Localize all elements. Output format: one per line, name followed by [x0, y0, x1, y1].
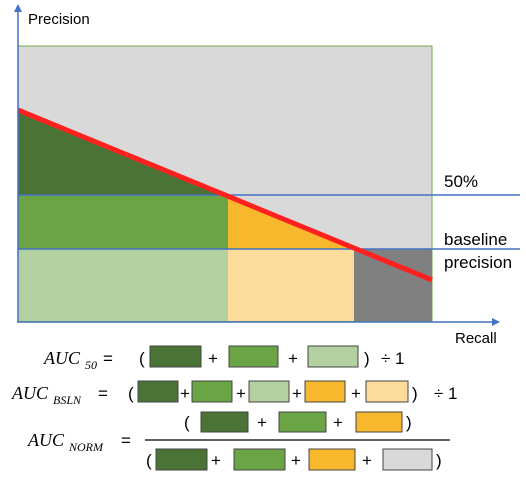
aucbsln-light-orange-box	[365, 380, 409, 403]
aucnorm-den-plus-1: +	[211, 451, 221, 470]
aucnorm-num-plus-2: +	[333, 413, 343, 432]
below-baseline-gray-region	[354, 249, 432, 321]
aucbsln-orange-box	[304, 380, 346, 403]
precision-recall-line	[17, 107, 433, 283]
below-baseline-light-orange-region	[228, 249, 354, 321]
aucnorm-den-plus-2: +	[291, 451, 301, 470]
aucbsln-plus-2: +	[236, 384, 246, 403]
auc50-divide: ÷ 1	[381, 349, 405, 368]
aucbsln-equals: =	[98, 384, 108, 403]
auc50-equals: =	[103, 349, 113, 368]
auc50-light-green-box	[307, 345, 359, 368]
x-axis-label: Recall	[455, 330, 497, 347]
y-axis-label: Precision	[28, 11, 90, 28]
aucnorm-num-open-paren: (	[184, 413, 190, 432]
fifty-percent-label: 50%	[444, 172, 478, 191]
aucnorm-num-orange-box	[355, 411, 403, 433]
baseline-label-line1: baseline	[444, 230, 507, 249]
aucbsln-formula: AUC BSLN = ( + + + + ) ÷ 1	[11, 380, 458, 407]
aucnorm-equals: =	[121, 431, 131, 450]
mid-green-region	[18, 195, 228, 249]
aucnorm-den-light-gray-box	[382, 448, 433, 471]
aucnorm-den-dark-green-box	[155, 448, 208, 471]
aucnorm-den-mid-green-box	[233, 448, 286, 471]
aucbsln-plus-4: +	[351, 384, 361, 403]
aucbsln-plus-1: +	[180, 384, 190, 403]
aucnorm-lhs: AUC	[27, 430, 65, 450]
baseline-label-line2: precision	[444, 253, 512, 272]
aucbsln-lhs: AUC	[11, 383, 49, 403]
auc50-dark-green-box	[149, 345, 202, 368]
below-baseline-light-green-region	[18, 249, 228, 321]
aucbsln-open-paren: (	[128, 384, 134, 403]
aucnorm-num-dark-green-box	[200, 411, 249, 433]
aucbsln-close-paren: )	[412, 384, 418, 403]
y-axis-arrow-icon	[14, 4, 22, 12]
auc50-close-paren: )	[364, 349, 370, 368]
auc50-lhs-sub: 50	[85, 358, 97, 372]
aucbsln-light-green-box	[248, 380, 290, 403]
aucnorm-den-close-paren: )	[436, 451, 442, 470]
aucnorm-den-open-paren: (	[146, 451, 152, 470]
auc50-plus-2: +	[288, 349, 298, 368]
aucnorm-num-close-paren: )	[406, 413, 412, 432]
auc50-formula: AUC 50 = ( + + ) ÷ 1	[43, 345, 405, 372]
aucnorm-num-mid-green-box	[278, 411, 327, 433]
auc50-plus-1: +	[208, 349, 218, 368]
aucnorm-formula: AUC NORM = ( + + ) ( + + + )	[27, 411, 450, 471]
aucbsln-divide: ÷ 1	[434, 384, 458, 403]
auc50-lhs: AUC	[43, 348, 81, 368]
aucnorm-lhs-sub: NORM	[68, 440, 104, 454]
aucnorm-den-orange-box	[308, 448, 356, 471]
aucbsln-lhs-sub: BSLN	[53, 393, 82, 407]
x-axis-arrow-icon	[492, 318, 500, 326]
aucnorm-num-plus-1: +	[257, 413, 267, 432]
auc50-open-paren: (	[139, 349, 145, 368]
aucbsln-plus-3: +	[292, 384, 302, 403]
auc50-mid-green-box	[228, 345, 279, 368]
aucnorm-den-plus-3: +	[362, 451, 372, 470]
aucbsln-mid-green-box	[191, 380, 233, 403]
aucbsln-dark-green-box	[137, 380, 179, 403]
